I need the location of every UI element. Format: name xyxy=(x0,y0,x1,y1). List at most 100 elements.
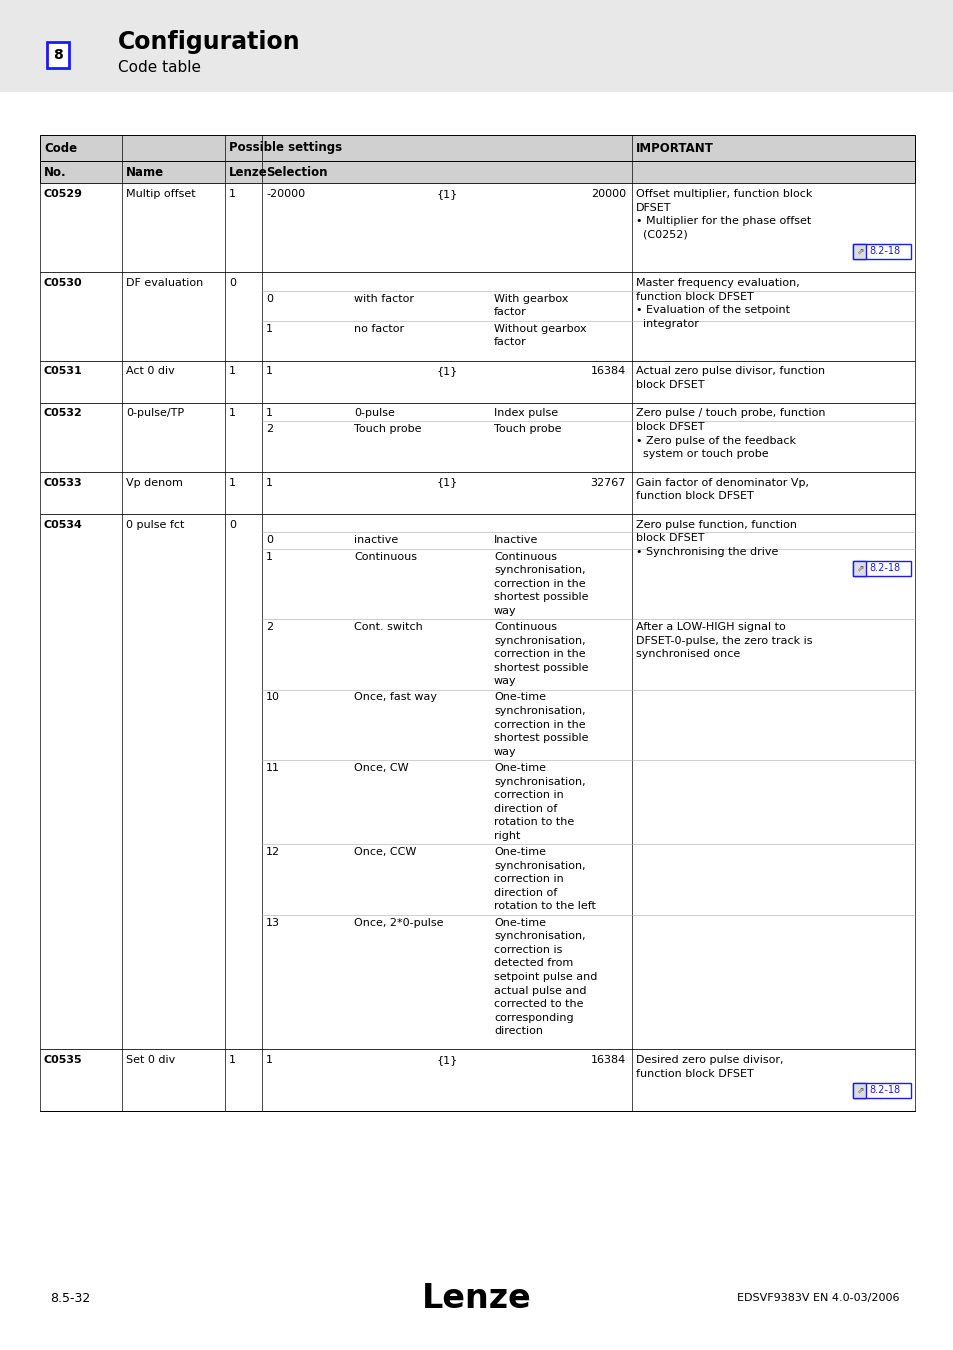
Text: 0-pulse/TP: 0-pulse/TP xyxy=(126,409,184,418)
Text: 2: 2 xyxy=(266,622,273,632)
Text: Offset multiplier, function block
DFSET
• Multiplier for the phase offset
  (C02: Offset multiplier, function block DFSET … xyxy=(636,189,812,240)
Text: Once, CCW: Once, CCW xyxy=(354,846,416,857)
Text: with factor: with factor xyxy=(354,293,414,304)
Bar xyxy=(852,243,910,258)
Text: 8.5-32: 8.5-32 xyxy=(50,1292,91,1304)
Text: 0: 0 xyxy=(266,535,273,545)
Text: Lenze: Lenze xyxy=(229,166,268,178)
Text: 13: 13 xyxy=(266,918,280,927)
Text: No.: No. xyxy=(44,166,67,178)
Text: {1}: {1} xyxy=(436,478,457,487)
Text: 10: 10 xyxy=(266,693,280,702)
Text: One-time
synchronisation,
correction in
direction of
rotation to the
right: One-time synchronisation, correction in … xyxy=(494,763,585,841)
Text: IMPORTANT: IMPORTANT xyxy=(636,142,713,154)
Text: 8: 8 xyxy=(53,49,63,62)
Bar xyxy=(40,1049,914,1111)
Text: Master frequency evaluation,
function block DFSET
• Evaluation of the setpoint
 : Master frequency evaluation, function bl… xyxy=(636,278,799,329)
Text: Continuous: Continuous xyxy=(354,552,416,562)
Text: ⇗: ⇗ xyxy=(855,247,862,255)
Text: 16384: 16384 xyxy=(590,366,625,377)
Text: Lenze: Lenze xyxy=(421,1281,532,1315)
Text: -20000: -20000 xyxy=(266,189,305,198)
Text: Inactive: Inactive xyxy=(494,535,537,545)
Text: Continuous
synchronisation,
correction in the
shortest possible
way: Continuous synchronisation, correction i… xyxy=(494,622,588,686)
Text: Configuration: Configuration xyxy=(118,30,300,54)
Text: 1: 1 xyxy=(266,366,273,377)
Text: 2: 2 xyxy=(266,424,273,433)
Text: 0-pulse: 0-pulse xyxy=(354,409,395,418)
Text: Once, 2*0-pulse: Once, 2*0-pulse xyxy=(354,918,443,927)
Text: Vp denom: Vp denom xyxy=(126,478,183,487)
Bar xyxy=(40,135,914,161)
Text: 1: 1 xyxy=(229,409,235,418)
Bar xyxy=(40,402,914,471)
Text: 16384: 16384 xyxy=(590,1054,625,1065)
Text: Code: Code xyxy=(44,142,77,154)
Text: 1: 1 xyxy=(266,1054,273,1065)
Text: Zero pulse function, function
block DFSET
• Synchronising the drive: Zero pulse function, function block DFSE… xyxy=(636,520,796,556)
Bar xyxy=(852,243,865,258)
Text: Multip offset: Multip offset xyxy=(126,189,195,198)
Text: Set 0 div: Set 0 div xyxy=(126,1054,175,1065)
Text: {1}: {1} xyxy=(436,189,457,198)
Text: 20000: 20000 xyxy=(590,189,625,198)
Bar xyxy=(852,560,910,575)
Text: 0: 0 xyxy=(266,293,273,304)
Text: Index pulse: Index pulse xyxy=(494,409,558,418)
Text: 1: 1 xyxy=(229,1054,235,1065)
Text: C0531: C0531 xyxy=(44,366,83,377)
Text: 8.2-18: 8.2-18 xyxy=(868,246,900,256)
Text: ⇗: ⇗ xyxy=(855,563,862,572)
Text: Possible settings: Possible settings xyxy=(229,142,342,154)
Text: C0533: C0533 xyxy=(44,478,83,487)
Text: After a LOW-HIGH signal to
DFSET-0-pulse, the zero track is
synchronised once: After a LOW-HIGH signal to DFSET-0-pulse… xyxy=(636,622,812,659)
Text: C0532: C0532 xyxy=(44,409,83,418)
Text: With gearbox
factor: With gearbox factor xyxy=(494,293,568,317)
Bar xyxy=(0,0,953,92)
Text: ⇗: ⇗ xyxy=(855,1085,862,1095)
Text: C0534: C0534 xyxy=(44,520,83,529)
Text: {1}: {1} xyxy=(436,1054,457,1065)
Text: Actual zero pulse divisor, function
block DFSET: Actual zero pulse divisor, function bloc… xyxy=(636,366,824,390)
Text: Once, CW: Once, CW xyxy=(354,763,408,774)
Text: C0535: C0535 xyxy=(44,1054,83,1065)
Text: Touch probe: Touch probe xyxy=(354,424,421,433)
Text: 1: 1 xyxy=(266,324,273,333)
Text: Cont. switch: Cont. switch xyxy=(354,622,422,632)
Text: C0529: C0529 xyxy=(44,189,83,198)
Bar xyxy=(40,161,914,184)
Bar xyxy=(40,184,914,271)
Text: 1: 1 xyxy=(266,409,273,418)
Text: EDSVF9383V EN 4.0-03/2006: EDSVF9383V EN 4.0-03/2006 xyxy=(737,1293,899,1303)
Text: inactive: inactive xyxy=(354,535,397,545)
Text: 8.2-18: 8.2-18 xyxy=(868,563,900,572)
Text: C0530: C0530 xyxy=(44,278,83,288)
Text: Touch probe: Touch probe xyxy=(494,424,561,433)
Text: 32767: 32767 xyxy=(590,478,625,487)
Text: 0: 0 xyxy=(229,520,235,529)
Text: One-time
synchronisation,
correction is
detected from
setpoint pulse and
actual : One-time synchronisation, correction is … xyxy=(494,918,597,1037)
Text: {1}: {1} xyxy=(436,366,457,377)
Bar xyxy=(852,560,865,575)
Text: no factor: no factor xyxy=(354,324,404,333)
Text: Selection: Selection xyxy=(266,166,327,178)
Text: 1: 1 xyxy=(229,478,235,487)
Text: 1: 1 xyxy=(229,366,235,377)
Text: Act 0 div: Act 0 div xyxy=(126,366,174,377)
Bar xyxy=(40,471,914,513)
Text: 0: 0 xyxy=(229,278,235,288)
Text: Code table: Code table xyxy=(118,61,201,76)
Bar xyxy=(40,271,914,360)
Bar xyxy=(852,1083,865,1098)
Text: 8.2-18: 8.2-18 xyxy=(868,1085,900,1095)
Text: DF evaluation: DF evaluation xyxy=(126,278,203,288)
Text: 1: 1 xyxy=(266,478,273,487)
Bar xyxy=(40,513,914,1049)
Text: 11: 11 xyxy=(266,763,280,774)
Text: Without gearbox
factor: Without gearbox factor xyxy=(494,324,586,347)
Text: 0 pulse fct: 0 pulse fct xyxy=(126,520,184,529)
Text: 12: 12 xyxy=(266,846,280,857)
Text: One-time
synchronisation,
correction in
direction of
rotation to the left: One-time synchronisation, correction in … xyxy=(494,846,596,911)
Bar xyxy=(47,42,69,68)
Text: 1: 1 xyxy=(266,552,273,562)
